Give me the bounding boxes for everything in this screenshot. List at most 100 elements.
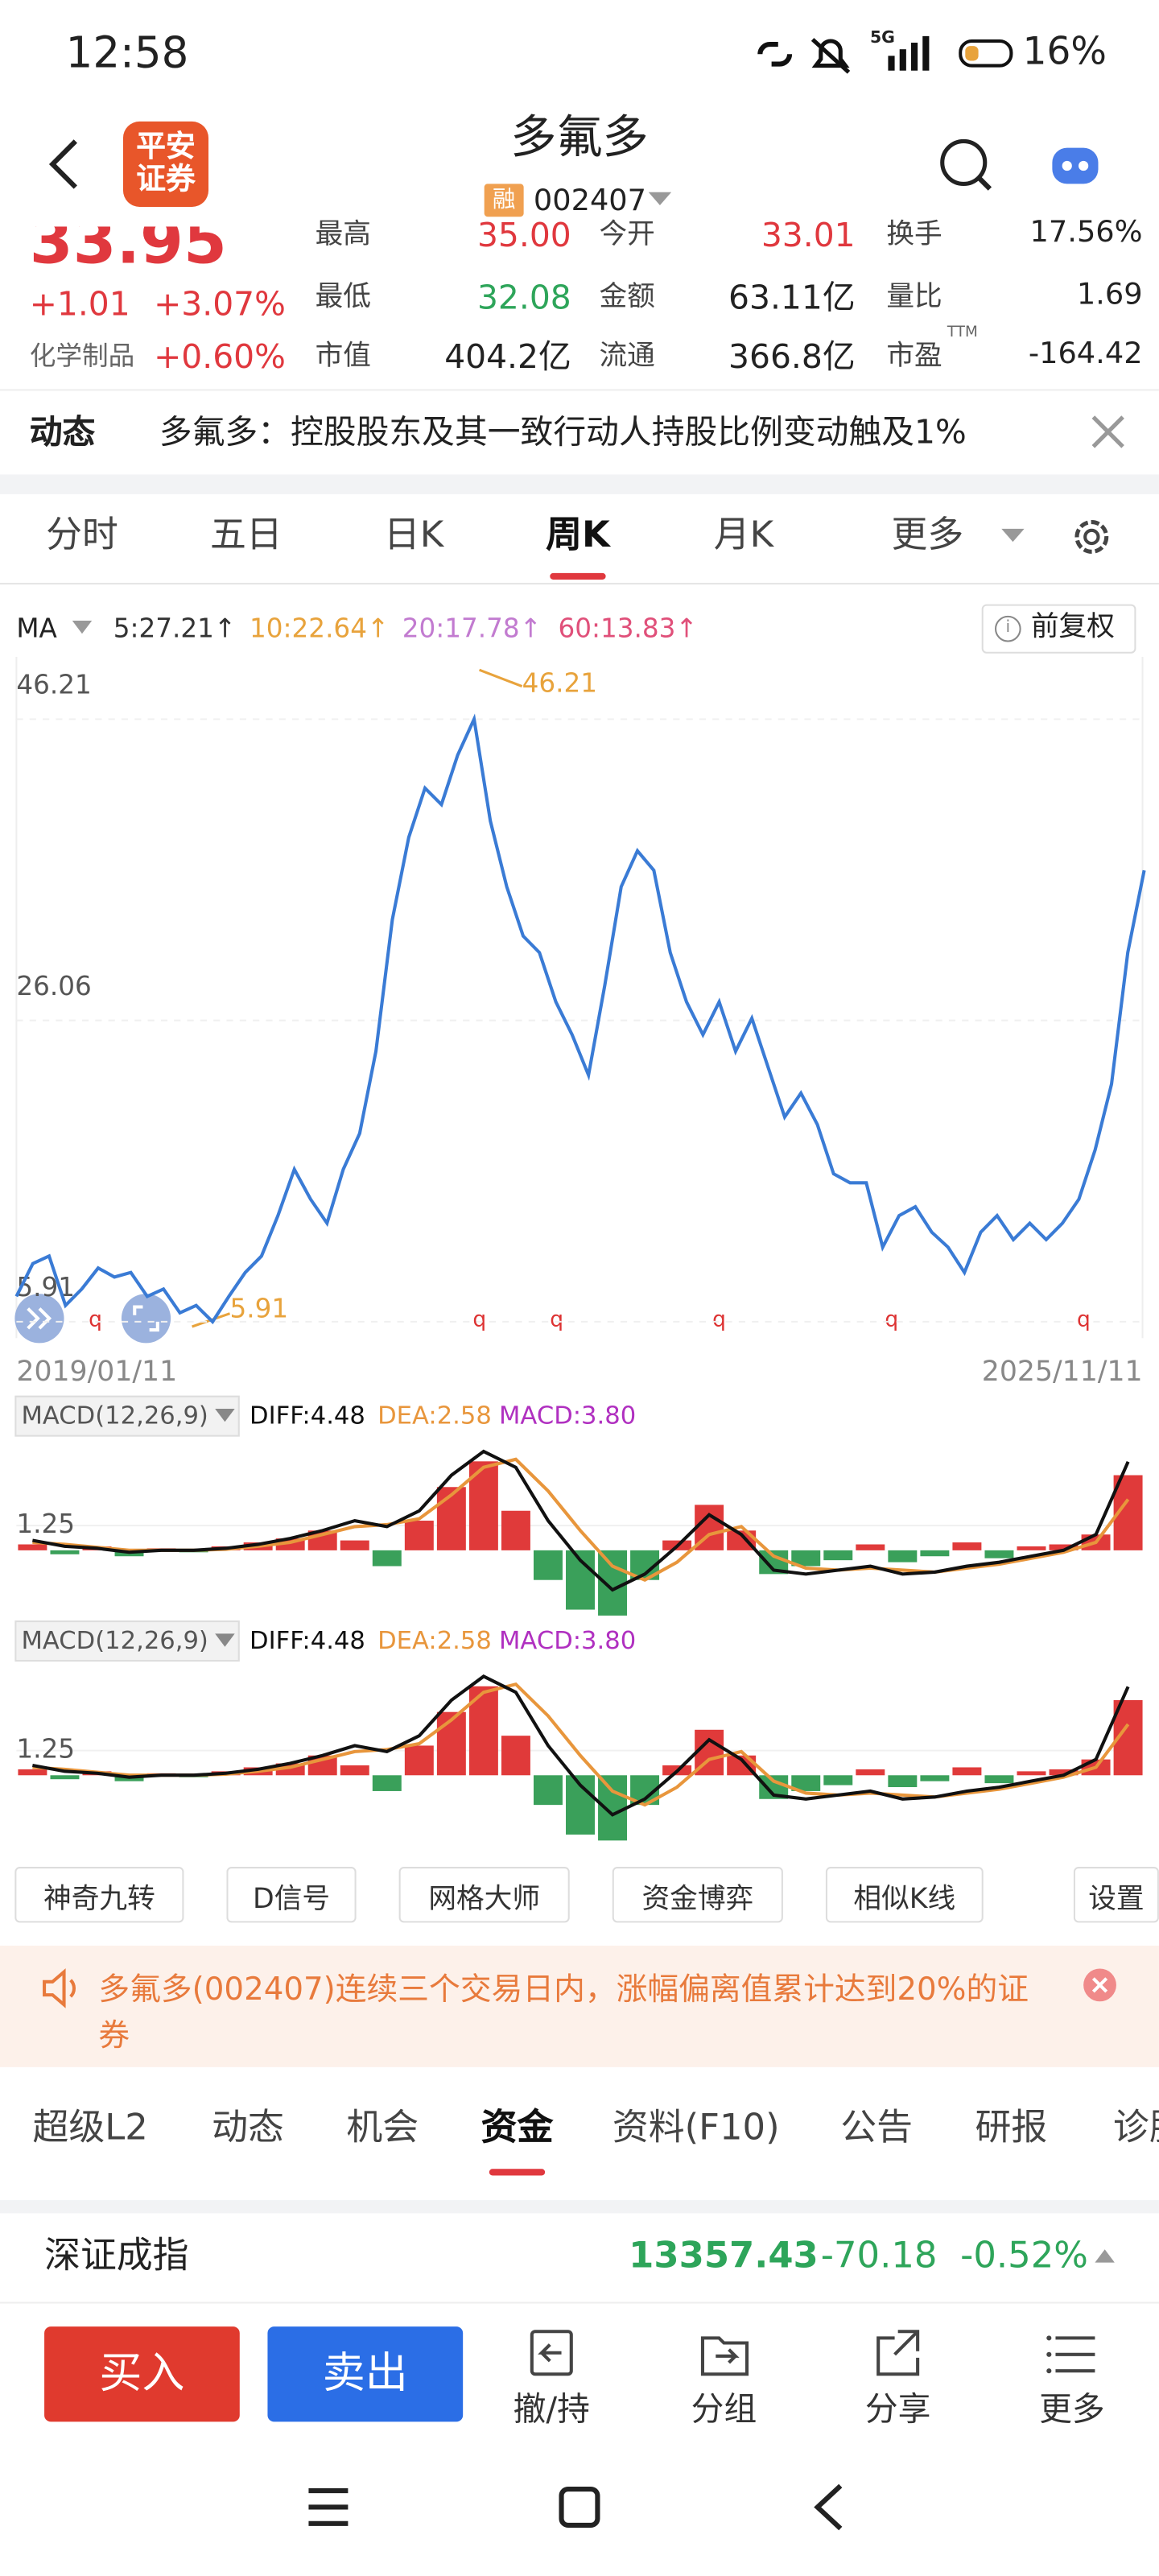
section-tab[interactable]: 动态 [212, 2107, 284, 2149]
macd-selector[interactable] [14, 1620, 240, 1662]
action-label[interactable]: 撤/持 [513, 2388, 590, 2429]
macd-bar [1017, 1546, 1046, 1550]
alert-close[interactable] [1082, 1967, 1118, 2003]
x-start-label: 2019/01/11 [16, 1356, 177, 1388]
macd-bar [50, 1550, 80, 1554]
settings-gear[interactable] [1070, 515, 1113, 558]
signal: q [1077, 1307, 1091, 1331]
back-button[interactable] [43, 134, 92, 193]
section-tab[interactable]: 资金 [481, 2107, 554, 2149]
battery-icon [959, 39, 1013, 68]
field-label: 今开 [599, 218, 655, 252]
macd-bar [501, 1736, 530, 1776]
tool-button[interactable]: 网格大师 [398, 1867, 570, 1923]
macd-bar [372, 1550, 402, 1567]
field-value: 63.11亿 [728, 277, 856, 317]
macd-bar [823, 1550, 853, 1561]
stock-code: 002407 [533, 184, 647, 219]
news-close[interactable] [1090, 414, 1126, 450]
field-label: 流通 [599, 340, 655, 373]
macd-bar [984, 1775, 1014, 1784]
chart-tab[interactable]: 月K [713, 515, 774, 557]
tool-button[interactable]: 资金博弈 [612, 1867, 783, 1923]
sell-button[interactable]: 卖出 [267, 2326, 464, 2422]
macd-bar [952, 1542, 982, 1550]
index-toggle[interactable] [1095, 2249, 1115, 2264]
macd-bar [920, 1550, 950, 1557]
field-value: -164.42 [1028, 336, 1143, 371]
network: 5G [869, 29, 895, 48]
more-dropdown[interactable] [1001, 528, 1025, 545]
field-label: 市盈 [886, 340, 942, 373]
field-value: 404.2亿 [444, 336, 571, 377]
nav-bar [308, 2483, 843, 2531]
alert-text[interactable]: 多氟多(002407)连续三个交易日内，涨幅偏离值累计达到20%的证券 [98, 1971, 1029, 2054]
macd-bar [404, 1521, 434, 1550]
fullscreen-button[interactable] [121, 1294, 171, 1344]
macd-dropdown[interactable] [215, 1633, 235, 1647]
macd-bar [952, 1767, 982, 1776]
max-label: 46.21 [522, 668, 597, 699]
nav-home[interactable] [559, 2486, 600, 2528]
section-tab[interactable]: 研报 [975, 2107, 1048, 2149]
sector[interactable]: 化学制品 [29, 340, 135, 371]
index-change: -70.18 [820, 2235, 938, 2277]
tab-indicator [489, 2169, 546, 2176]
news-text[interactable]: 多氟多：控股股东及其一致行动人持股比例变动触及1% [159, 411, 967, 452]
macd-bar [436, 1487, 466, 1550]
macd-bar [791, 1775, 821, 1791]
macd-bar [404, 1745, 434, 1776]
index-name[interactable]: 深证成指 [44, 2235, 189, 2277]
chart-tab[interactable]: 周K [546, 515, 610, 557]
tool-button[interactable]: 设置 [1073, 1867, 1159, 1923]
macd-bar [1049, 1769, 1079, 1776]
macd-bar [340, 1765, 369, 1776]
field-value: 35.00 [476, 215, 571, 255]
action-label[interactable]: 更多 [1039, 2388, 1105, 2429]
field-value: 17.56% [1029, 215, 1143, 250]
code-dropdown[interactable] [648, 192, 672, 208]
separator [0, 474, 1159, 494]
news-label: 动态 [29, 411, 96, 452]
tool-button[interactable]: D信号 [226, 1867, 357, 1923]
macd-value-label: MACD:3.80 [499, 1400, 637, 1430]
tool-button[interactable]: 神奇九转 [14, 1867, 184, 1923]
divider [0, 389, 1159, 391]
ma-label: MA [16, 612, 57, 644]
macd-bar [372, 1775, 402, 1791]
diff-line [32, 1449, 1130, 1592]
search-button[interactable] [936, 134, 995, 193]
assistant-button[interactable] [1047, 138, 1103, 190]
field-value: 33.01 [761, 215, 856, 255]
chart-tab[interactable]: 五日 [210, 515, 283, 557]
divider [0, 583, 1159, 585]
ma-dropdown[interactable] [72, 620, 93, 635]
alert-bar [0, 1945, 1159, 2067]
nav-menu[interactable] [308, 2488, 349, 2526]
macd-bar [18, 1769, 47, 1776]
action-label[interactable]: 分享 [864, 2388, 931, 2429]
adjust-label: 前复权 [1030, 610, 1115, 644]
chart-tab[interactable]: 分时 [46, 515, 118, 557]
section-tab[interactable]: 诊股 [1112, 2107, 1159, 2149]
chart-tab[interactable]: 更多 [891, 515, 964, 557]
min-label: 5.91 [230, 1294, 289, 1324]
adjust-button[interactable] [981, 604, 1136, 654]
section-tab[interactable]: 超级L2 [32, 2107, 148, 2149]
buy-button[interactable]: 买入 [44, 2326, 240, 2422]
x-end-label: 2025/11/11 [982, 1356, 1143, 1388]
macd-selector[interactable] [14, 1395, 240, 1437]
tool-button[interactable]: 相似K线 [825, 1867, 984, 1923]
section-tab[interactable]: 机会 [346, 2107, 419, 2149]
macd-bar [340, 1540, 369, 1550]
section-tab[interactable]: 公告 [840, 2107, 914, 2149]
action-label[interactable]: 分组 [691, 2388, 757, 2429]
section-tab[interactable]: 资料(F10) [612, 2107, 780, 2149]
macd-bar [920, 1775, 950, 1781]
macd-bar [436, 1711, 466, 1776]
dea-label: DEA:2.58 [377, 1400, 492, 1430]
chart-tab[interactable]: 日K [383, 515, 444, 557]
macd-dropdown[interactable] [215, 1408, 235, 1422]
nav-back[interactable] [814, 2483, 843, 2531]
